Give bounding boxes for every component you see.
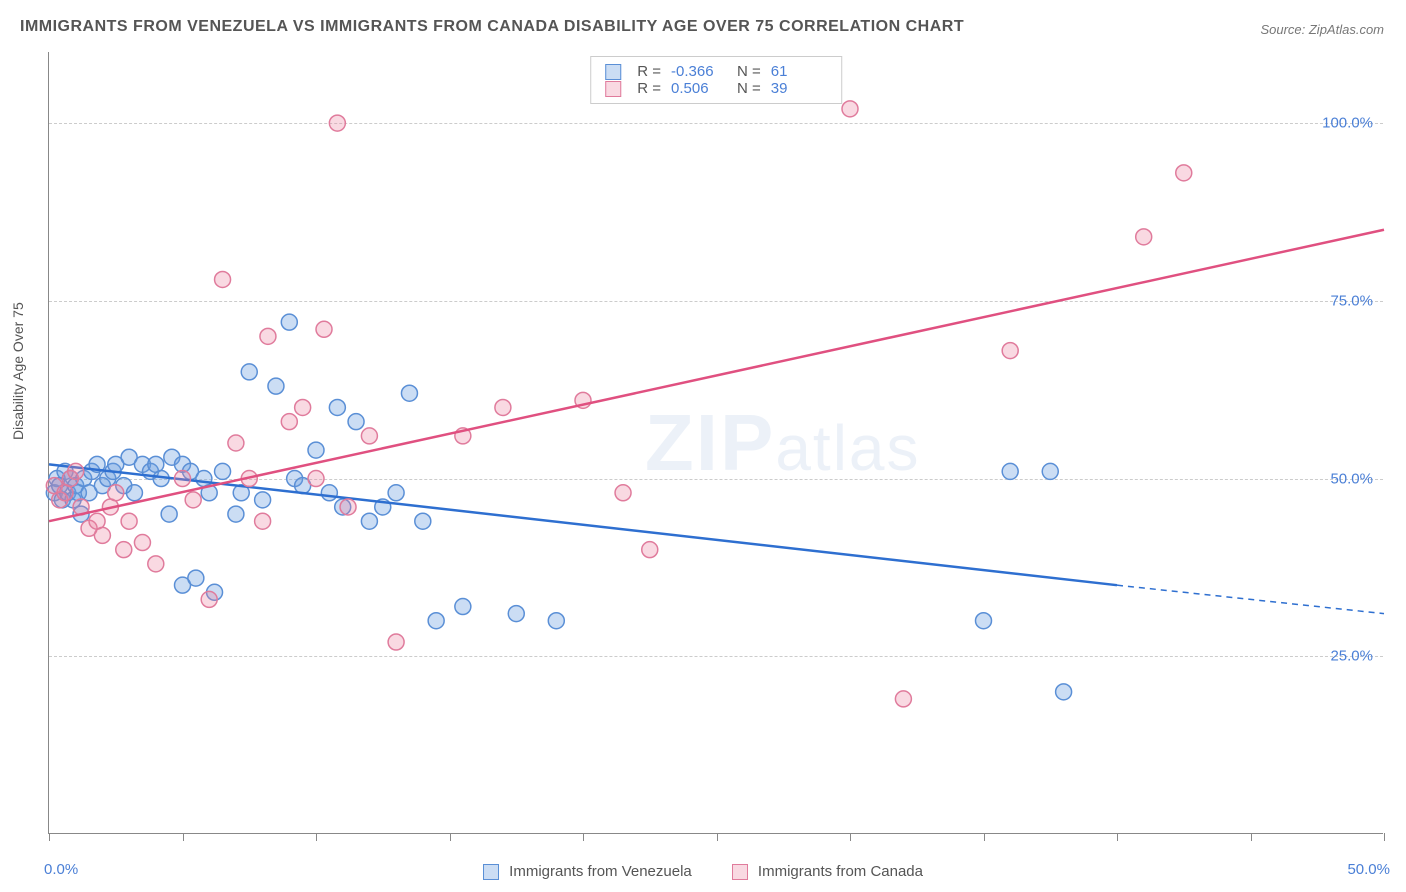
- source-label: Source: ZipAtlas.com: [1260, 22, 1384, 37]
- data-point: [428, 613, 444, 629]
- data-point: [108, 485, 124, 501]
- data-point: [388, 634, 404, 650]
- data-point: [281, 414, 297, 430]
- legend-label-venezuela: Immigrants from Venezuela: [509, 863, 692, 880]
- legend-row-venezuela: R = -0.366 N = 61: [605, 63, 827, 80]
- data-point: [321, 485, 337, 501]
- data-point: [134, 535, 150, 551]
- swatch-venezuela: [605, 64, 621, 80]
- swatch-canada: [732, 864, 748, 880]
- data-point: [260, 328, 276, 344]
- chart-svg: [49, 52, 1383, 833]
- data-point: [175, 471, 191, 487]
- data-point: [228, 506, 244, 522]
- data-point: [401, 385, 417, 401]
- data-point: [415, 513, 431, 529]
- r-label: R =: [637, 80, 661, 97]
- data-point: [842, 101, 858, 117]
- data-point: [215, 463, 231, 479]
- data-point: [1136, 229, 1152, 245]
- data-point: [281, 314, 297, 330]
- data-point: [1176, 165, 1192, 181]
- legend-row-canada: R = 0.506 N = 39: [605, 80, 827, 97]
- data-point: [615, 485, 631, 501]
- x-tick: [984, 833, 985, 841]
- data-point: [1002, 463, 1018, 479]
- data-point: [295, 399, 311, 415]
- data-point: [68, 463, 84, 479]
- x-tick: [316, 833, 317, 841]
- series-legend: Immigrants from Venezuela Immigrants fro…: [483, 863, 923, 880]
- x-tick-50: 50.0%: [1347, 861, 1390, 878]
- x-tick: [1251, 833, 1252, 841]
- data-point: [241, 364, 257, 380]
- data-point: [126, 485, 142, 501]
- legend-label-canada: Immigrants from Canada: [758, 863, 923, 880]
- regression-line: [49, 464, 1117, 585]
- data-point: [185, 492, 201, 508]
- data-point: [188, 570, 204, 586]
- data-point: [268, 378, 284, 394]
- data-point: [116, 542, 132, 558]
- data-point: [976, 613, 992, 629]
- data-point: [201, 591, 217, 607]
- y-axis-label: Disability Age Over 75: [10, 302, 26, 440]
- data-point: [121, 513, 137, 529]
- data-point: [348, 414, 364, 430]
- swatch-venezuela: [483, 864, 499, 880]
- data-point: [215, 271, 231, 287]
- data-point: [388, 485, 404, 501]
- x-tick: [717, 833, 718, 841]
- data-point: [1056, 684, 1072, 700]
- data-point: [329, 115, 345, 131]
- data-point: [340, 499, 356, 515]
- data-point: [308, 471, 324, 487]
- data-point: [255, 492, 271, 508]
- plot-area: ZIPatlas 25.0%50.0%75.0%100.0% R = -0.36…: [48, 52, 1383, 834]
- correlation-legend: R = -0.366 N = 61 R = 0.506 N = 39: [590, 56, 842, 104]
- data-point: [895, 691, 911, 707]
- x-tick: [850, 833, 851, 841]
- swatch-canada: [605, 81, 621, 97]
- x-tick: [1384, 833, 1385, 841]
- x-tick: [1117, 833, 1118, 841]
- n-value-venezuela: 61: [771, 63, 827, 80]
- data-point: [1042, 463, 1058, 479]
- data-point: [308, 442, 324, 458]
- x-tick: [450, 833, 451, 841]
- n-label: N =: [737, 80, 761, 97]
- data-point: [508, 606, 524, 622]
- n-value-canada: 39: [771, 80, 827, 97]
- data-point: [329, 399, 345, 415]
- data-point: [316, 321, 332, 337]
- data-point: [148, 556, 164, 572]
- r-value-canada: 0.506: [671, 80, 727, 97]
- data-point: [361, 428, 377, 444]
- legend-item-canada: Immigrants from Canada: [732, 863, 923, 880]
- x-tick: [583, 833, 584, 841]
- r-value-venezuela: -0.366: [671, 63, 727, 80]
- legend-item-venezuela: Immigrants from Venezuela: [483, 863, 692, 880]
- data-point: [1002, 343, 1018, 359]
- data-point: [642, 542, 658, 558]
- data-point: [94, 527, 110, 543]
- r-label: R =: [637, 63, 661, 80]
- data-point: [255, 513, 271, 529]
- data-point: [548, 613, 564, 629]
- x-tick-0: 0.0%: [44, 861, 78, 878]
- data-point: [161, 506, 177, 522]
- data-point: [228, 435, 244, 451]
- x-tick: [49, 833, 50, 841]
- data-point: [455, 599, 471, 615]
- data-point: [495, 399, 511, 415]
- x-tick: [183, 833, 184, 841]
- regression-line-dashed: [1117, 585, 1384, 613]
- n-label: N =: [737, 63, 761, 80]
- chart-title: IMMIGRANTS FROM VENEZUELA VS IMMIGRANTS …: [20, 18, 964, 36]
- data-point: [361, 513, 377, 529]
